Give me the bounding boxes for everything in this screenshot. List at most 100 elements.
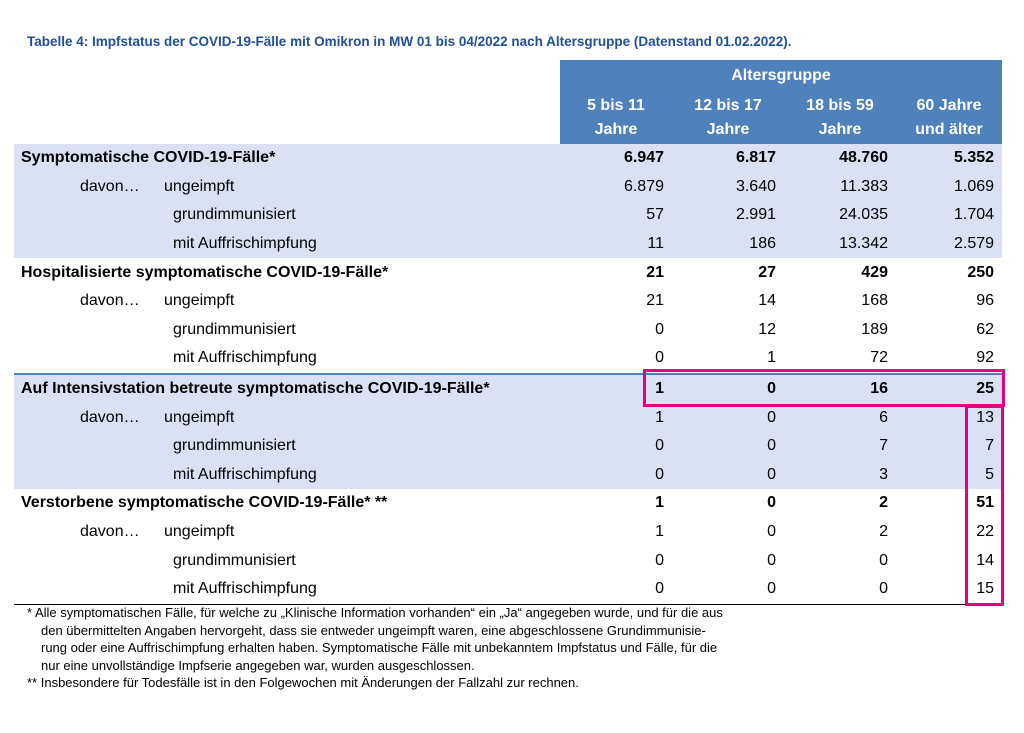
header-empty-cell	[14, 60, 560, 91]
total-cell: 250	[967, 263, 995, 281]
value-cell: 3.640	[672, 172, 784, 202]
row-label: mit Auffrischimpfung	[173, 349, 317, 367]
value-cell: 13	[896, 403, 1003, 432]
total-cell: 48.760	[784, 144, 896, 173]
column-header-18-59: 18 bis 59 Jahre	[784, 91, 896, 144]
section-label: Verstorbene symptomatische COVID-19-Fäll…	[21, 494, 388, 512]
value-cell: 168	[861, 292, 888, 310]
total-cell: 51	[976, 494, 995, 512]
total-cell: 429	[861, 263, 888, 281]
value-cell: 12	[758, 320, 776, 338]
footnote-line: * Alle symptomatischen Fälle, für welche…	[27, 605, 723, 620]
value-cell: 11.383	[784, 172, 896, 202]
total-cell: 0	[672, 372, 784, 404]
table-row: mit Auffrischimpfung 0 0 3 5	[14, 460, 1003, 490]
row-label: ungeimpft	[164, 523, 235, 541]
table-row: mit Auffrischimpfung 0 0 0 15	[14, 574, 1003, 605]
header-row-group: Altersgruppe	[14, 60, 1003, 91]
row-label: grundimmunisiert	[173, 320, 296, 338]
table-title: Tabelle 4: Impfstatus der COVID-19-Fälle…	[27, 34, 792, 49]
row-label-cell: davon… ungeimpft	[14, 518, 560, 547]
value-cell: 0	[560, 460, 672, 490]
section-label: Hospitalisierte symptomatische COVID-19-…	[21, 263, 389, 281]
value-cell: 1.704	[896, 201, 1003, 230]
value-cell: 0	[672, 460, 784, 490]
total-cell: 16	[784, 372, 896, 404]
section-label: Auf Intensivstation betreute symptomatis…	[14, 372, 560, 404]
row-label: grundimmunisiert	[14, 431, 560, 461]
column-header-60-plus: 60 Jahre und älter	[896, 91, 1003, 144]
row-label: mit Auffrischimpfung	[14, 229, 560, 259]
value-cell: 2.579	[896, 229, 1003, 259]
value-cell: 2.991	[672, 201, 784, 230]
footnote-line: den übermittelten Angaben hervorgeht, da…	[41, 622, 706, 638]
row-label: ungeimpft	[164, 408, 235, 426]
value-cell: 0	[560, 574, 672, 605]
value-cell: 92	[976, 349, 995, 367]
row-label: mit Auffrischimpfung	[14, 460, 560, 490]
value-cell: 0	[655, 551, 664, 569]
column-header-line: Jahre	[594, 120, 638, 138]
value-cell: 96	[976, 292, 995, 310]
footnote-line: rung oder eine Auffrischimpfung erhalten…	[41, 640, 718, 655]
value-cell: 1	[655, 523, 664, 541]
table-row: davon… ungeimpft 21 14 168 96	[14, 287, 1002, 316]
value-cell: 0	[560, 431, 672, 461]
table-row: mit Auffrischimpfung 0 1 72 92	[14, 344, 1002, 374]
total-cell: 6.817	[672, 144, 784, 173]
value-cell: 7	[896, 431, 1003, 461]
header-row-columns: 5 bis 11 Jahre 12 bis 17 Jahre 18 bis 59 Ja…	[14, 91, 1003, 144]
column-header-12-17: 12 bis 17 Jahre	[672, 91, 784, 144]
footnote-line: ** Insbesondere für Todesfälle ist in de…	[27, 675, 579, 690]
davon-label: davon…	[80, 523, 140, 541]
table-row: mit Auffrischimpfung 11 186 13.342 2.579	[14, 229, 1003, 259]
value-cell: 186	[672, 229, 784, 259]
value-cell: 0	[672, 431, 784, 461]
value-cell: 0	[784, 574, 896, 605]
value-cell: 2	[879, 523, 888, 541]
header-empty-cell	[14, 91, 560, 144]
value-cell: 189	[861, 320, 888, 338]
column-header-line: 12 bis 17	[694, 96, 762, 114]
table-row: davon… ungeimpft 6.879 3.640 11.383 1.069	[14, 172, 1003, 202]
table-row: grundimmunisiert 0 0 7 7	[14, 431, 1003, 461]
total-cell: 21	[646, 263, 664, 281]
value-cell: 1	[560, 403, 672, 432]
section-total-row: Verstorbene symptomatische COVID-19-Fäll…	[14, 489, 1002, 518]
table-row: grundimmunisiert 0 12 189 62	[14, 316, 1002, 345]
value-cell: 57	[560, 201, 672, 230]
table-row: davon… ungeimpft 1 0 6 13	[14, 403, 1003, 432]
value-cell: 6	[784, 403, 896, 432]
value-cell: 24.035	[784, 201, 896, 230]
davon-label: davon…	[80, 292, 140, 310]
table-row: grundimmunisiert 57 2.991 24.035 1.704	[14, 201, 1003, 230]
value-cell: 0	[672, 574, 784, 605]
total-cell: 1	[655, 494, 664, 512]
value-cell: 0	[767, 551, 776, 569]
value-cell: 0	[879, 551, 888, 569]
value-cell: 1.069	[896, 172, 1003, 202]
value-cell: 62	[976, 320, 995, 338]
value-cell: 15	[896, 574, 1003, 605]
table-row: grundimmunisiert 0 0 0 14	[14, 546, 1002, 575]
davon-label: davon…	[80, 408, 140, 426]
age-group-header: Altersgruppe	[560, 60, 1003, 91]
value-cell: 22	[976, 523, 995, 541]
column-header-line: 60 Jahre	[916, 96, 982, 114]
value-cell: 0	[767, 523, 776, 541]
section-label: Symptomatische COVID-19-Fälle*	[14, 144, 560, 173]
column-header-5-11: 5 bis 11 Jahre	[560, 91, 672, 144]
value-cell: 0	[672, 403, 784, 432]
footnote-line: nur eine unvollständige Impfserie angege…	[41, 657, 475, 673]
value-cell: 6.879	[560, 172, 672, 202]
total-cell: 5.352	[896, 144, 1003, 173]
value-cell: 13.342	[784, 229, 896, 259]
table-row: davon… ungeimpft 1 0 2 22	[14, 518, 1002, 547]
section-total-row: Hospitalisierte symptomatische COVID-19-…	[14, 258, 1002, 287]
value-cell: 0	[655, 349, 664, 367]
total-cell: 0	[767, 494, 776, 512]
row-label-cell: davon… ungeimpft	[14, 403, 560, 432]
column-header-line: 5 bis 11	[587, 96, 645, 114]
row-label: mit Auffrischimpfung	[14, 574, 560, 605]
value-cell: 1	[767, 349, 776, 367]
